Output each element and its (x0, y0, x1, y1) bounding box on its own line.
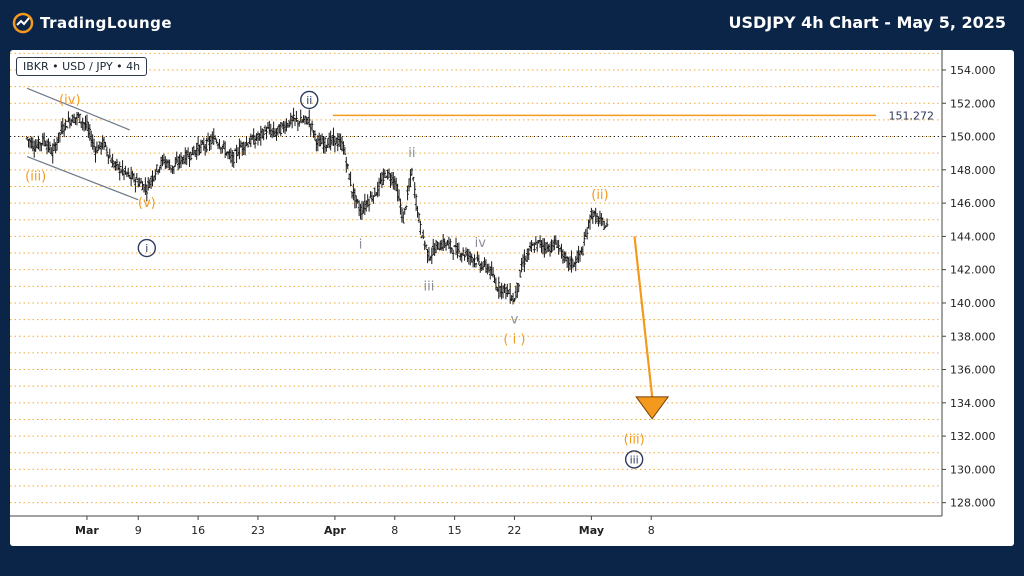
wave-label-circle (300, 90, 319, 110)
y-tick-label: 142.000 (950, 264, 996, 277)
y-tick-label: 130.000 (950, 463, 996, 476)
channel-line (26, 155, 139, 201)
y-tick-label: 144.000 (950, 230, 996, 243)
wave-label: (ii) (591, 188, 608, 203)
projection-arrow-head (635, 396, 670, 420)
y-tick-label: 136.000 (950, 364, 996, 377)
x-tick-label: 23 (251, 524, 265, 537)
y-tick-label: 134.000 (950, 397, 996, 410)
header: TradingLounge USDJPY 4h Chart - May 5, 2… (0, 0, 1024, 46)
x-tick-label: 15 (448, 524, 462, 537)
y-tick-label: 138.000 (950, 330, 996, 343)
y-tick-label: 152.000 (950, 97, 996, 110)
y-tick-label: 148.000 (950, 164, 996, 177)
y-tick-label: 132.000 (950, 430, 996, 443)
y-tick-label: 146.000 (950, 197, 996, 210)
price-bars (25, 107, 609, 305)
x-tick-label: 9 (135, 524, 142, 537)
wave-label: (iii) (624, 432, 645, 447)
wave-label: iv (475, 236, 487, 251)
y-tick-label: 128.000 (950, 497, 996, 510)
y-tick-label: 140.000 (950, 297, 996, 310)
channel-line (26, 87, 130, 131)
wave-label-circle (624, 450, 644, 469)
wave-label: i (145, 242, 148, 255)
symbol-label: IBKR • USD / JPY • 4h (16, 57, 148, 76)
projection-arrow-line (633, 236, 654, 397)
y-tick-label: 150.000 (950, 131, 996, 144)
x-tick-label: 22 (507, 524, 521, 537)
page-title: USDJPY 4h Chart - May 5, 2025 (728, 13, 1006, 32)
wave-label: iii (424, 279, 435, 294)
x-tick-label: 16 (191, 524, 205, 537)
resistance-label: 151.272 (889, 109, 935, 122)
wave-label-circle (137, 238, 157, 258)
x-tick-label: Apr (324, 524, 346, 537)
wave-label: ii (408, 146, 415, 161)
chart-area[interactable]: 128.000 130.000 132.000 134.000 136.000 138.0… (10, 50, 1014, 546)
logo-icon (12, 12, 34, 34)
wave-label: iii (630, 453, 639, 466)
wave-label: ii (306, 94, 312, 107)
wave-label: (iii) (25, 169, 46, 184)
price-chart[interactable]: 128.000 130.000 132.000 134.000 136.000 138.0… (10, 50, 1014, 546)
y-tick-label: 154.000 (950, 64, 996, 77)
x-tick-label: May (579, 524, 604, 537)
wave-label: (v) (138, 196, 156, 211)
wave-label: ( i ) (503, 333, 525, 348)
wave-label: v (511, 313, 519, 328)
x-tick-label: Mar (75, 524, 99, 537)
wave-label: (iv) (59, 93, 80, 108)
x-tick-label: 8 (391, 524, 398, 537)
brand-logo: TradingLounge (12, 12, 172, 34)
x-tick-label: 8 (648, 524, 655, 537)
brand-name: TradingLounge (40, 14, 173, 32)
wave-label: i (359, 238, 363, 253)
